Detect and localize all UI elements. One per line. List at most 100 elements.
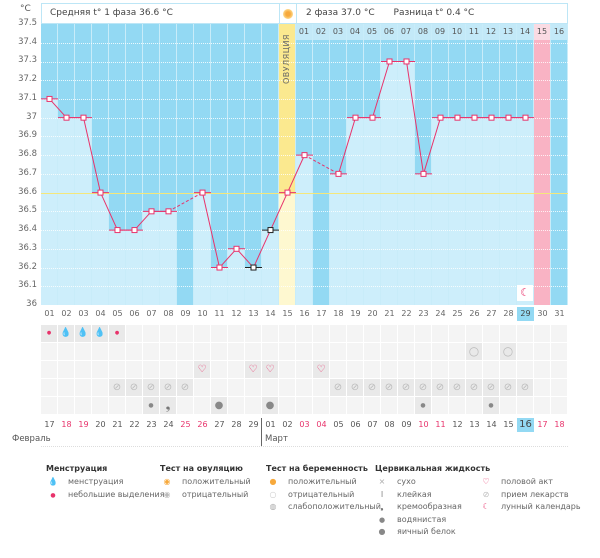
calendar-date[interactable]: 22 bbox=[129, 420, 140, 429]
marker-cell[interactable] bbox=[126, 397, 142, 414]
marker-cell[interactable] bbox=[381, 361, 397, 378]
marker-cell[interactable] bbox=[483, 361, 499, 378]
temperature-point[interactable] bbox=[250, 264, 257, 271]
marker-cell[interactable]: ⊘ bbox=[330, 379, 346, 396]
marker-cell[interactable] bbox=[109, 397, 125, 414]
marker-cell[interactable]: ○ bbox=[500, 343, 516, 360]
marker-cell[interactable] bbox=[517, 397, 533, 414]
temperature-point[interactable] bbox=[148, 208, 155, 215]
temperature-point[interactable] bbox=[131, 227, 138, 234]
calendar-date[interactable]: 12 bbox=[452, 420, 463, 429]
marker-cell[interactable]: ⊘ bbox=[398, 379, 414, 396]
marker-cell[interactable]: 💧 bbox=[75, 325, 91, 342]
marker-cell[interactable] bbox=[534, 379, 550, 396]
temperature-point[interactable] bbox=[386, 58, 393, 65]
marker-cell[interactable] bbox=[143, 325, 159, 342]
marker-cell[interactable] bbox=[296, 397, 312, 414]
marker-cell[interactable] bbox=[143, 343, 159, 360]
day-column[interactable] bbox=[160, 24, 177, 305]
calendar-date[interactable]: 18 bbox=[61, 420, 72, 429]
marker-cell[interactable] bbox=[551, 325, 567, 342]
temperature-point[interactable] bbox=[403, 58, 410, 65]
calendar-date[interactable]: 10 bbox=[418, 420, 429, 429]
marker-cell[interactable] bbox=[296, 361, 312, 378]
calendar-date[interactable]: 14 bbox=[486, 420, 497, 429]
temperature-point[interactable] bbox=[488, 114, 495, 121]
marker-cell[interactable] bbox=[313, 397, 329, 414]
calendar-date[interactable]: 25 bbox=[180, 420, 191, 429]
marker-cell[interactable] bbox=[41, 361, 57, 378]
marker-cell[interactable] bbox=[483, 343, 499, 360]
marker-cell[interactable] bbox=[381, 343, 397, 360]
marker-cell[interactable] bbox=[381, 325, 397, 342]
calendar-date[interactable]: 21 bbox=[112, 420, 123, 429]
marker-cell[interactable] bbox=[228, 397, 244, 414]
temperature-point[interactable] bbox=[233, 245, 240, 252]
day-column[interactable] bbox=[177, 24, 194, 305]
marker-cell[interactable] bbox=[466, 361, 482, 378]
marker-cell[interactable] bbox=[279, 343, 295, 360]
calendar-date[interactable]: 27 bbox=[214, 420, 225, 429]
temperature-point[interactable] bbox=[437, 114, 444, 121]
marker-cell[interactable] bbox=[177, 361, 193, 378]
day-column[interactable] bbox=[398, 24, 415, 305]
day-column[interactable] bbox=[228, 24, 245, 305]
calendar-date[interactable]: 05 bbox=[333, 420, 344, 429]
day-column[interactable] bbox=[330, 24, 347, 305]
marker-cell[interactable]: ● bbox=[483, 397, 499, 414]
marker-cell[interactable] bbox=[279, 397, 295, 414]
calendar-date[interactable]: 18 bbox=[554, 420, 565, 429]
marker-cell[interactable] bbox=[245, 397, 261, 414]
marker-cell[interactable]: ⊘ bbox=[415, 379, 431, 396]
marker-cell[interactable] bbox=[517, 361, 533, 378]
marker-cell[interactable] bbox=[364, 343, 380, 360]
marker-cell[interactable] bbox=[551, 379, 567, 396]
calendar-date[interactable]: 26 bbox=[197, 420, 208, 429]
calendar-date[interactable]: 28 bbox=[231, 420, 242, 429]
marker-cell[interactable]: ● bbox=[143, 397, 159, 414]
marker-cell[interactable] bbox=[92, 343, 108, 360]
calendar-date[interactable]: 03 bbox=[299, 420, 310, 429]
marker-cell[interactable]: ⊘ bbox=[109, 379, 125, 396]
temperature-point[interactable] bbox=[46, 95, 53, 102]
marker-cell[interactable] bbox=[58, 397, 74, 414]
marker-cell[interactable] bbox=[160, 343, 176, 360]
marker-cell[interactable] bbox=[58, 361, 74, 378]
marker-cell[interactable]: ⊘ bbox=[500, 379, 516, 396]
marker-cell[interactable]: ● bbox=[211, 397, 227, 414]
marker-cell[interactable] bbox=[245, 325, 261, 342]
marker-cell[interactable]: ⊘ bbox=[449, 379, 465, 396]
calendar-date[interactable]: 09 bbox=[401, 420, 412, 429]
temperature-point[interactable] bbox=[165, 208, 172, 215]
temperature-point[interactable] bbox=[505, 114, 512, 121]
marker-cell[interactable] bbox=[466, 397, 482, 414]
marker-cell[interactable] bbox=[381, 397, 397, 414]
day-column[interactable] bbox=[534, 24, 551, 305]
marker-cell[interactable] bbox=[313, 379, 329, 396]
marker-cell[interactable]: ○ bbox=[466, 343, 482, 360]
marker-cell[interactable] bbox=[534, 397, 550, 414]
marker-cell[interactable] bbox=[534, 361, 550, 378]
marker-cell[interactable] bbox=[483, 325, 499, 342]
marker-cell[interactable] bbox=[245, 343, 261, 360]
marker-cell[interactable]: 💧 bbox=[92, 325, 108, 342]
temperature-point[interactable] bbox=[420, 170, 427, 177]
marker-cell[interactable]: ⊘ bbox=[466, 379, 482, 396]
calendar-date[interactable]: 13 bbox=[469, 420, 480, 429]
marker-cell[interactable] bbox=[398, 343, 414, 360]
marker-cell[interactable] bbox=[126, 343, 142, 360]
marker-cell[interactable]: ⊘ bbox=[432, 379, 448, 396]
marker-cell[interactable]: ♡ bbox=[245, 361, 261, 378]
marker-cell[interactable]: ⊘ bbox=[160, 379, 176, 396]
marker-cell[interactable]: ⊘ bbox=[483, 379, 499, 396]
marker-cell[interactable] bbox=[41, 397, 57, 414]
marker-cell[interactable] bbox=[41, 343, 57, 360]
marker-cell[interactable]: ⊘ bbox=[517, 379, 533, 396]
marker-cell[interactable] bbox=[551, 361, 567, 378]
marker-cell[interactable] bbox=[534, 343, 550, 360]
marker-cell[interactable] bbox=[109, 361, 125, 378]
marker-cell[interactable]: ● bbox=[41, 325, 57, 342]
calendar-date[interactable]: 08 bbox=[384, 420, 395, 429]
calendar-date[interactable]: 17 bbox=[44, 420, 55, 429]
marker-cell[interactable]: ♡ bbox=[194, 361, 210, 378]
